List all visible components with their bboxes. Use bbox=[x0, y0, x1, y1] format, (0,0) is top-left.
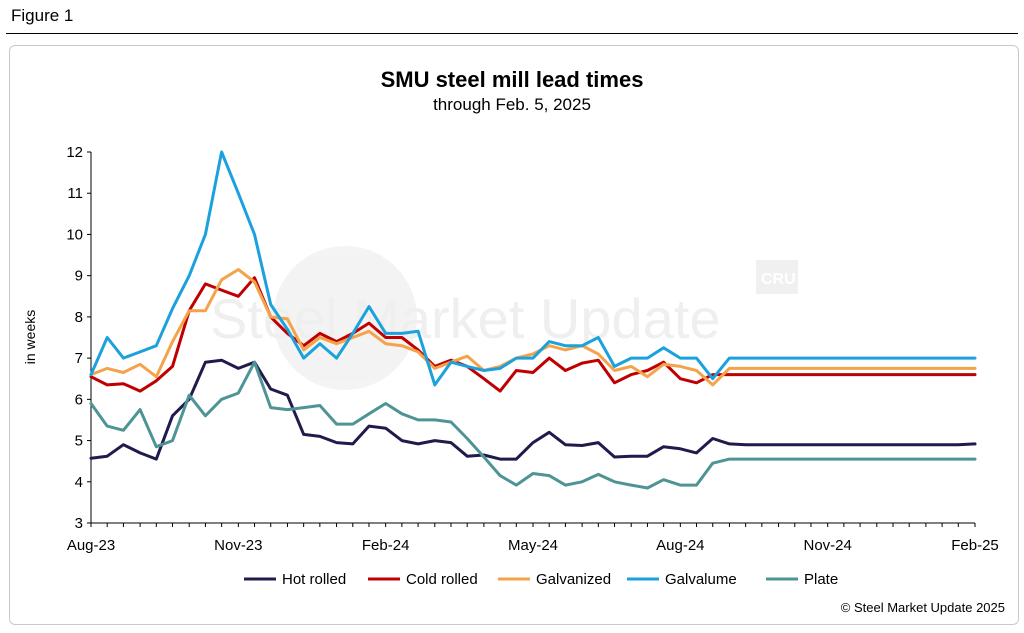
series-line-galvalume bbox=[89, 150, 977, 387]
y-tick-label: 7 bbox=[75, 350, 83, 367]
y-tick-label: 9 bbox=[75, 268, 83, 285]
chart-title: SMU steel mill lead times bbox=[381, 67, 644, 92]
y-tick-label: 8 bbox=[75, 309, 83, 326]
axes: 3 4 5 6 7 8 9 10 11 12 Aug-23 Nov-23 Feb-24 May-24 Aug… bbox=[66, 144, 998, 554]
legend-label: Plate bbox=[804, 571, 838, 588]
legend-label: Galvanized bbox=[536, 571, 611, 588]
y-tick-label: 10 bbox=[66, 226, 83, 243]
y-tick-label: 11 bbox=[67, 185, 83, 202]
series-line-plate bbox=[89, 360, 977, 490]
series-line-hot-rolled bbox=[89, 358, 977, 461]
y-tick-label: 4 bbox=[75, 474, 83, 491]
x-tick-label: Feb-25 bbox=[951, 537, 999, 554]
series-line-galvanized bbox=[89, 268, 977, 387]
y-tick-label: 5 bbox=[75, 433, 83, 450]
figure-header: Figure 1 bbox=[0, 0, 1024, 38]
watermark-logo-text: CRU bbox=[761, 271, 796, 288]
x-tick-label: Aug-23 bbox=[67, 537, 115, 554]
y-axis-label: in weeks bbox=[22, 310, 38, 364]
legend-label: Galvalume bbox=[665, 571, 737, 588]
x-tick-label: Feb-24 bbox=[362, 537, 410, 554]
y-tick-label: 6 bbox=[75, 391, 83, 408]
chart-subtitle: through Feb. 5, 2025 bbox=[433, 95, 591, 114]
y-tick-label: 3 bbox=[75, 515, 83, 532]
legend: Hot rolled Cold rolled Galvanized Galvalume… bbox=[244, 571, 838, 588]
legend-label: Hot rolled bbox=[282, 571, 346, 588]
watermark: Steel Market Update CRU bbox=[210, 246, 798, 390]
series-line-cold-rolled bbox=[89, 276, 977, 393]
x-tick-label: May-24 bbox=[508, 537, 558, 554]
y-tick-label: 12 bbox=[66, 144, 83, 161]
x-tick-label: Nov-23 bbox=[214, 537, 262, 554]
series-lines bbox=[89, 150, 977, 490]
header-rule bbox=[6, 33, 1018, 34]
copyright-text: © Steel Market Update 2025 bbox=[841, 600, 1005, 615]
figure-label: Figure 1 bbox=[11, 6, 74, 25]
x-tick-label: Nov-24 bbox=[803, 537, 851, 554]
watermark-logo-box bbox=[756, 260, 798, 294]
legend-label: Cold rolled bbox=[406, 571, 478, 588]
x-tick-label: Aug-24 bbox=[656, 537, 704, 554]
